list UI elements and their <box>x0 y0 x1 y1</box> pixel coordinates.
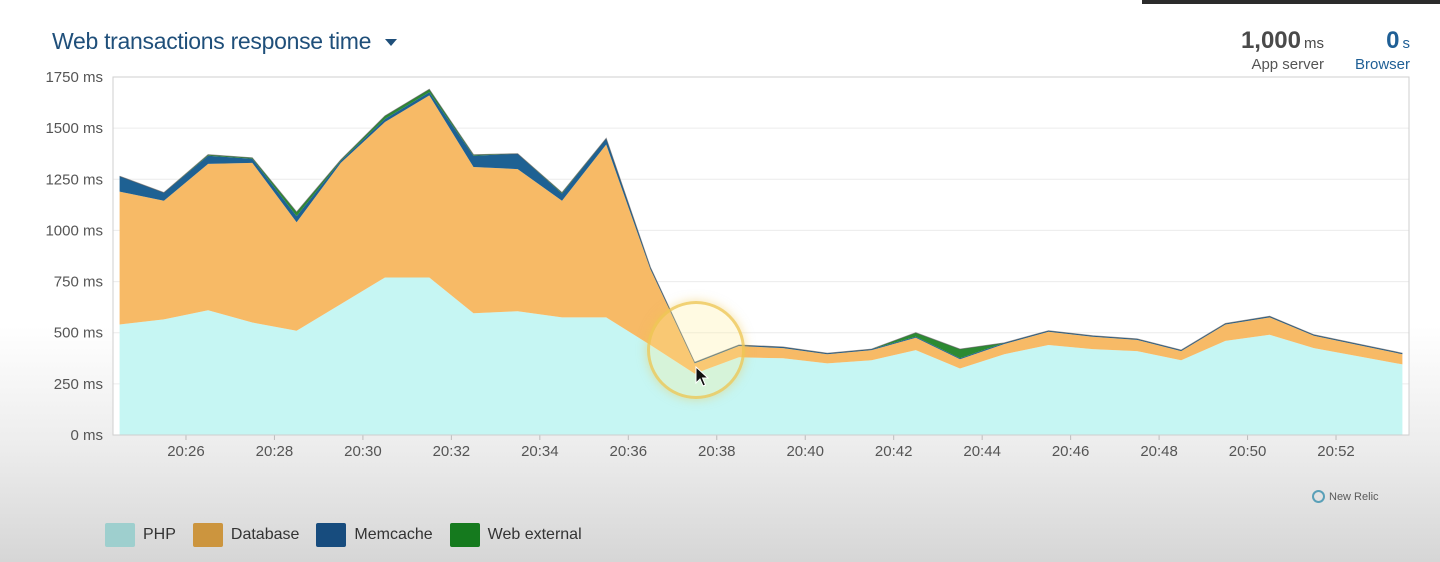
new-relic-logo-icon <box>1312 490 1325 503</box>
y-tick-label: 1000 ms <box>45 222 103 239</box>
app-server-value: 1,000 <box>1240 27 1301 54</box>
x-tick-label: 20:48 <box>1140 443 1178 460</box>
legend-item-php[interactable]: PHP <box>105 523 176 547</box>
app-server-value-line: 1,000 ms <box>1241 28 1324 57</box>
legend-item-web-external[interactable]: Web external <box>449 523 582 547</box>
x-tick-label: 20:50 <box>1229 443 1267 460</box>
stack-top-outline <box>119 88 1403 364</box>
response-time-chart[interactable]: 0 ms 250 ms 500 ms 750 ms 1000 ms 1250 ms 1500… <box>0 0 1440 470</box>
legend-swatch-memcache <box>316 523 347 547</box>
area-php <box>119 277 1403 435</box>
chevron-down-icon <box>385 39 398 46</box>
y-axis-ticks: 0 ms 250 ms 500 ms 750 ms 1000 ms 1250 ms 1500… <box>45 69 103 444</box>
legend-swatch-php <box>105 523 135 547</box>
x-tick-label: 20:52 <box>1317 443 1355 460</box>
y-tick-label: 500 ms <box>54 325 103 342</box>
chart-title-dropdown[interactable]: Web transactions response time <box>52 28 398 55</box>
browser-unit: s <box>1402 35 1411 52</box>
x-tick-label: 20:32 <box>433 443 471 460</box>
new-relic-watermark: New Relic <box>1312 490 1379 503</box>
x-tick-label: 20:40 <box>786 443 824 460</box>
browser-label: Browser <box>1354 56 1410 73</box>
x-tick-label: 20:46 <box>1052 443 1090 460</box>
chart-title: Web transactions response time <box>52 28 372 54</box>
x-tick-label: 20:42 <box>875 443 913 460</box>
x-tick-label: 20:38 <box>698 443 736 460</box>
legend-label-memcache: Memcache <box>354 526 433 543</box>
watermark-text: New Relic <box>1329 490 1379 503</box>
legend-item-database[interactable]: Database <box>192 523 300 547</box>
app-server-unit: ms <box>1304 35 1324 52</box>
browser-value: 0 <box>1386 27 1400 54</box>
x-tick-label: 20:30 <box>344 443 382 460</box>
y-tick-label: 1250 ms <box>45 171 103 188</box>
x-tick-label: 20:44 <box>963 443 1001 460</box>
y-tick-label: 1750 ms <box>45 69 103 86</box>
x-tick-label: 20:26 <box>167 443 205 460</box>
x-tick-label: 20:36 <box>610 443 648 460</box>
top-edge-strip <box>1142 0 1440 4</box>
x-tick-label: 20:28 <box>256 443 294 460</box>
plot-frame <box>112 76 1410 436</box>
click-highlight <box>647 301 745 399</box>
mouse-pointer-icon <box>695 366 709 387</box>
y-tick-label: 0 ms <box>70 427 103 444</box>
y-tick-label: 750 ms <box>54 274 103 291</box>
plot-border <box>112 76 1410 436</box>
areas <box>119 88 1403 435</box>
legend-swatch-web-external <box>449 523 480 547</box>
chart-legend: PHP Database Memcache Web external <box>105 523 599 547</box>
y-tick-label: 1500 ms <box>45 120 103 137</box>
legend-label-php: PHP <box>143 526 176 543</box>
legend-label-database: Database <box>230 526 300 543</box>
x-tick-label: 20:34 <box>521 443 559 460</box>
app-server-stat: 1,000 ms App server <box>1241 28 1324 73</box>
legend-label-web-external: Web external <box>487 526 582 543</box>
area-database <box>119 95 1403 374</box>
app-server-label: App server <box>1251 56 1324 73</box>
legend-item-memcache[interactable]: Memcache <box>316 523 433 547</box>
x-axis-ticks: 20:26 20:28 20:30 20:32 20:34 20:36 20:38 20:40… <box>167 443 1355 460</box>
y-tick-label: 250 ms <box>54 376 103 393</box>
legend-swatch-database <box>192 523 223 547</box>
